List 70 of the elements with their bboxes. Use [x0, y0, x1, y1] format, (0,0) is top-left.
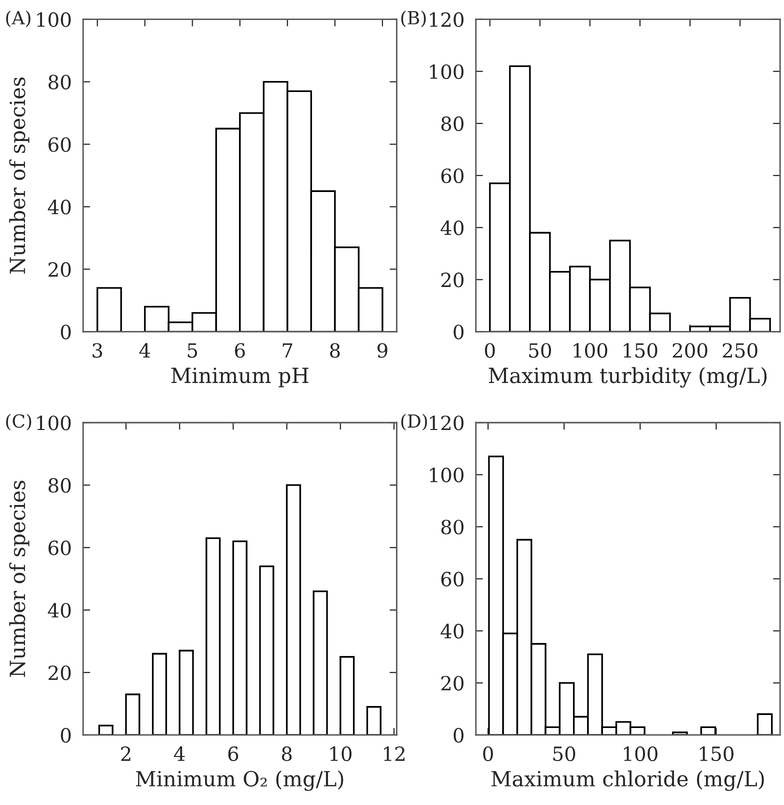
x-tick-label: 9 [377, 343, 388, 358]
chart-title: (C) [6, 414, 32, 430]
x-tick-label: 100 [574, 343, 608, 358]
y-tick-label: 60 [48, 540, 71, 556]
y-tick-label: 80 [441, 520, 464, 534]
y-tick-label: 0 [454, 728, 464, 743]
x-tick-label: 50 [553, 746, 576, 762]
y-tick-label: 0 [60, 324, 71, 340]
y-tick-label: 60 [48, 137, 71, 152]
bar [366, 706, 382, 735]
y-tick-label: 80 [441, 116, 464, 132]
bar [152, 652, 168, 735]
chart-title: (A) [6, 10, 30, 28]
y-tick-label: 0 [60, 728, 71, 743]
x-tick-label: 10 [330, 746, 352, 762]
x-tick-label: 250 [722, 343, 758, 358]
x-tick-label: 4 [174, 746, 185, 761]
x-tick-label: 6 [228, 746, 238, 762]
chart-title: (D) [401, 414, 427, 430]
bar [286, 484, 302, 735]
x-tick-label: 8 [330, 343, 340, 358]
y-tick-label: 40 [48, 602, 71, 618]
x-axis-title: Minimum pH [171, 368, 308, 388]
x-tick-label: 200 [672, 343, 708, 358]
y-axis-title: Number of species [9, 77, 30, 274]
y-tick-label: 20 [441, 272, 464, 288]
x-tick-label: 2 [121, 746, 130, 761]
y-tick-label: 60 [441, 572, 464, 586]
y-tick-label: 40 [440, 624, 464, 639]
x-tick-label: 5 [188, 343, 198, 358]
bar [340, 656, 355, 735]
x-tick-label: 12 [384, 746, 404, 761]
x-tick-label: 0 [483, 746, 493, 762]
y-tick-label: 0 [454, 324, 464, 340]
bar [125, 694, 140, 735]
x-tick-label: 6 [235, 343, 245, 358]
x-tick-label: 50 [529, 343, 552, 358]
y-tick-label: 20 [441, 676, 464, 691]
bar [312, 590, 328, 735]
y-tick-label: 100 [37, 416, 71, 430]
bar [178, 650, 194, 735]
x-tick-label: 100 [624, 746, 658, 762]
y-tick-label: 40 [48, 200, 71, 214]
y-tick-label: 120 [430, 416, 464, 430]
x-tick-label: 150 [624, 343, 658, 358]
x-tick-label: 0 [484, 343, 495, 358]
x-tick-label: 4 [139, 343, 150, 358]
x-tick-label: 150 [700, 746, 734, 762]
chart-title: (B) [401, 10, 426, 28]
x-axis-title: Minimum O₂ (mg/L) [136, 770, 344, 791]
y-tick-label: 100 [37, 12, 71, 27]
y-tick-label: 120 [430, 12, 464, 27]
bar [232, 540, 248, 735]
x-tick-label: 8 [282, 746, 292, 762]
bar [259, 565, 274, 735]
y-tick-label: 20 [48, 262, 71, 277]
y-tick-label: 80 [48, 74, 71, 90]
y-tick-label: 100 [430, 468, 464, 482]
y-tick-label: 60 [441, 168, 464, 184]
y-tick-label: 40 [440, 220, 464, 236]
y-tick-label: 80 [48, 478, 71, 493]
y-tick-label: 20 [48, 665, 71, 680]
x-tick-label: 7 [282, 343, 292, 358]
x-axis-title: Maximum turbidity (mg/L) [488, 367, 767, 388]
y-tick-label: 100 [430, 64, 464, 80]
bar [98, 724, 114, 735]
bar [206, 537, 221, 735]
x-tick-label: 3 [92, 343, 102, 358]
y-axis-title: Number of species [9, 480, 30, 677]
x-axis-title: Maximum chloride (mg/L) [491, 770, 764, 791]
